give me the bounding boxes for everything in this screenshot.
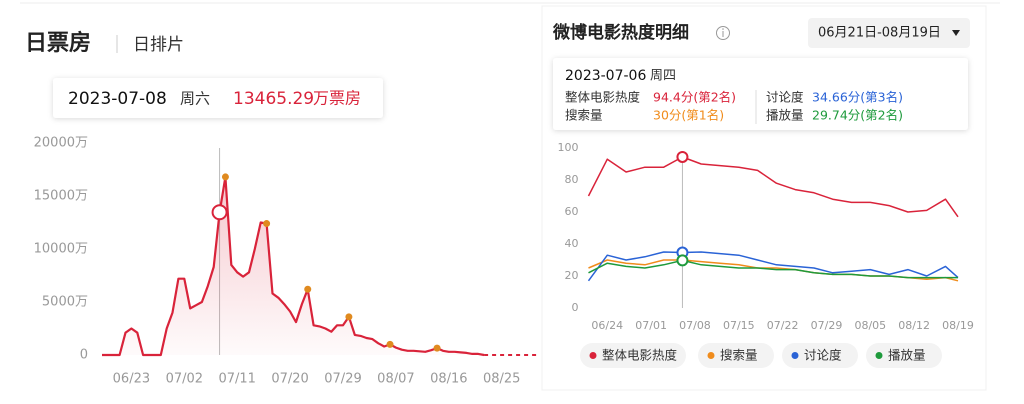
legend-item[interactable] [698, 343, 774, 368]
x-tick-label: 07/02 [166, 372, 203, 387]
tooltip [53, 78, 383, 118]
info-icon[interactable] [716, 26, 730, 40]
date-range[interactable]: 06月21日-08月19日 [818, 26, 941, 41]
x-tick-label: 08/19 [942, 319, 974, 332]
tooltip-name: 播放量 [766, 108, 804, 123]
line [587, 251, 959, 282]
chart-heat: 0 20 40 60 80 100 06/24 07/01 07/08 07/15 07/22 07/… [553, 58, 974, 368]
x-tick-label: 07/29 [811, 319, 843, 332]
legend-label[interactable]: 讨论度 [804, 348, 842, 363]
tab[interactable]: 日排片 [133, 35, 184, 55]
y-tick-label: 100 [558, 141, 579, 154]
y-tick-label: 10000万 [34, 242, 88, 257]
marker [263, 220, 271, 228]
legend-label[interactable]: 播放量 [888, 348, 926, 363]
y-tick-label: 15000万 [34, 189, 88, 204]
x-tick-label: 08/07 [377, 372, 414, 387]
x-tick-label: 07/08 [679, 319, 711, 332]
x-tick-label: 07/11 [218, 372, 255, 387]
y-tick-label: 80 [565, 173, 579, 186]
chart-box-office: 0 5000万 10000万 15000万 20000万 06/23 07/02 07/11 0… [34, 78, 537, 387]
tooltip-value: 30分(第1名) [653, 108, 724, 123]
x-tick-label: 08/16 [430, 372, 467, 387]
tooltip-weekday: 周四 [650, 69, 676, 84]
y-tick-label: 20000万 [34, 136, 88, 151]
legend-label[interactable]: 整体电影热度 [602, 348, 678, 363]
chart-title: 微博电影热度明细 [552, 22, 689, 43]
x-tick-label: 07/29 [324, 372, 361, 387]
y-tick-label: 60 [565, 205, 579, 218]
legend-dot[interactable] [707, 352, 715, 359]
x-tick-label: 07/01 [635, 319, 667, 332]
tooltip-value: 34.66分(第3名) [812, 90, 903, 105]
x-tick-label: 07/20 [271, 372, 308, 387]
x-tick-label: 08/05 [854, 319, 886, 332]
y-tick-label: 0 [572, 301, 579, 314]
y-tick-label: 40 [565, 237, 579, 250]
line [588, 259, 958, 279]
hover-point [676, 150, 689, 163]
tooltip-date: 2023-07-06 [565, 68, 646, 84]
marker [345, 313, 353, 321]
tooltip-weekday: 周六 [180, 90, 210, 108]
y-tick-label: 20 [565, 269, 579, 282]
tooltip-value: 29.74分(第2名) [812, 108, 903, 123]
legend-item[interactable] [580, 343, 686, 368]
tooltip-name: 讨论度 [766, 90, 804, 105]
legend-label[interactable]: 搜索量 [720, 348, 758, 363]
x-tick-label: 07/15 [723, 319, 755, 332]
line [102, 175, 485, 357]
tooltip-value: 94.4分(第2名) [653, 90, 736, 105]
marker [221, 173, 229, 181]
legend-dot[interactable] [791, 352, 799, 359]
tooltip-name: 整体电影热度 [565, 90, 641, 105]
hover-point [211, 204, 228, 221]
legend-dot[interactable] [875, 352, 883, 359]
legend-item[interactable] [866, 343, 942, 368]
hover-point [676, 254, 689, 267]
tooltip-name: 搜索量 [565, 108, 603, 123]
x-tick-label: 08/12 [898, 319, 930, 332]
x-tick-label: 08/25 [483, 372, 520, 387]
marker [304, 285, 312, 293]
area [102, 176, 485, 355]
y-tick-label: 0 [80, 348, 88, 363]
tooltip [553, 58, 968, 130]
legend-dot[interactable] [589, 352, 597, 359]
tab-active[interactable]: 日票房 [25, 30, 91, 56]
tooltip-value: 13465.29 [233, 89, 314, 109]
dropdown-arrow[interactable] [952, 30, 960, 36]
y-tick-label: 5000万 [42, 295, 88, 310]
x-tick-label: 07/22 [767, 319, 799, 332]
date-picker[interactable] [808, 18, 970, 48]
x-tick-label: 06/24 [591, 319, 623, 332]
legend-item[interactable] [782, 343, 858, 368]
x-tick-label: 06/23 [113, 372, 150, 387]
tooltip-unit: 万票房 [313, 89, 361, 108]
marker [386, 340, 394, 348]
tooltip-date: 2023-07-08 [68, 89, 167, 109]
line [587, 156, 959, 218]
marker [433, 344, 441, 352]
